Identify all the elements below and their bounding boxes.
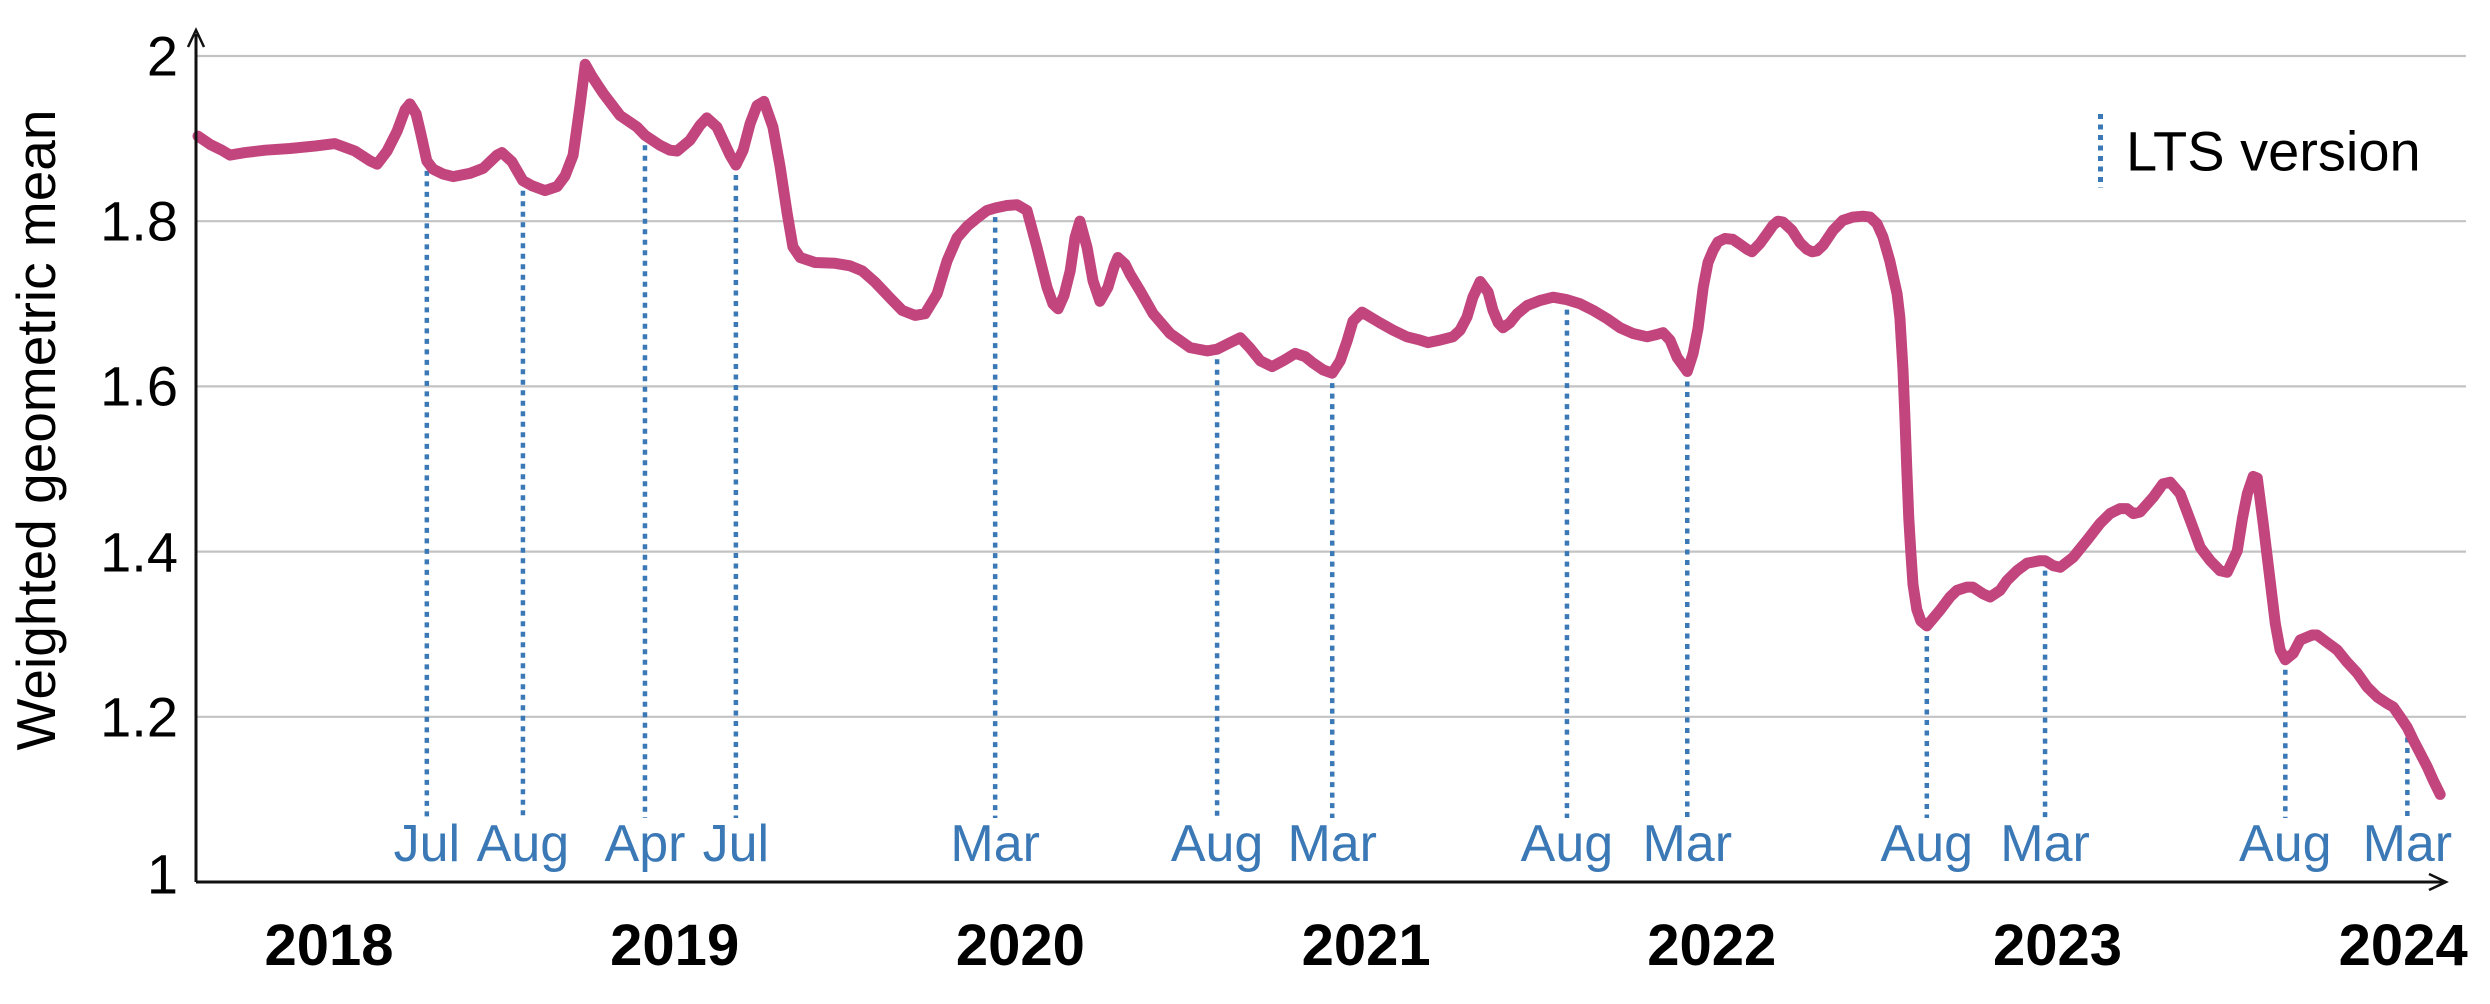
- lts-month-label: Aug: [1520, 815, 1614, 873]
- x-year-label: 2021: [1301, 913, 1431, 978]
- lts-month-label: Jul: [702, 815, 770, 873]
- lts-month-label: Aug: [476, 815, 570, 873]
- x-year-label: 2018: [264, 913, 394, 978]
- x-year-label: 2019: [610, 913, 740, 978]
- y-tick-label: 2: [146, 24, 178, 88]
- lts-month-label: Mar: [2000, 815, 2090, 873]
- y-axis-arrow-icon: [186, 27, 206, 48]
- x-axis-arrow-icon: [2428, 872, 2449, 892]
- lts-month-label: Mar: [1642, 815, 1733, 873]
- lts-month-label: Apr: [604, 815, 686, 873]
- lts-month-label: Aug: [1880, 815, 1974, 873]
- lts-month-label: Mar: [1287, 815, 1377, 873]
- y-tick-label: 1.6: [100, 354, 178, 418]
- x-year-label: 2022: [1647, 913, 1777, 978]
- lts-dotted-line-icon: [2098, 114, 2103, 188]
- y-tick-label: 1.4: [100, 520, 178, 584]
- x-year-label: 2024: [2338, 913, 2468, 978]
- lts-month-label: Aug: [2239, 815, 2332, 873]
- lts-month-label: Aug: [1170, 815, 1264, 873]
- lts-month-label: Mar: [950, 815, 1040, 873]
- y-tick-label: 1.2: [100, 685, 178, 749]
- legend-label: LTS version: [2126, 119, 2421, 183]
- x-year-label: 2023: [1992, 913, 2123, 978]
- series-line: [192, 58, 2446, 800]
- x-year-label: 2020: [955, 913, 1085, 978]
- lts-month-label: Jul: [393, 815, 461, 873]
- y-tick-label: 1.8: [100, 189, 178, 253]
- y-tick-label: 1: [146, 842, 178, 906]
- lts-month-label: Mar: [2362, 815, 2453, 873]
